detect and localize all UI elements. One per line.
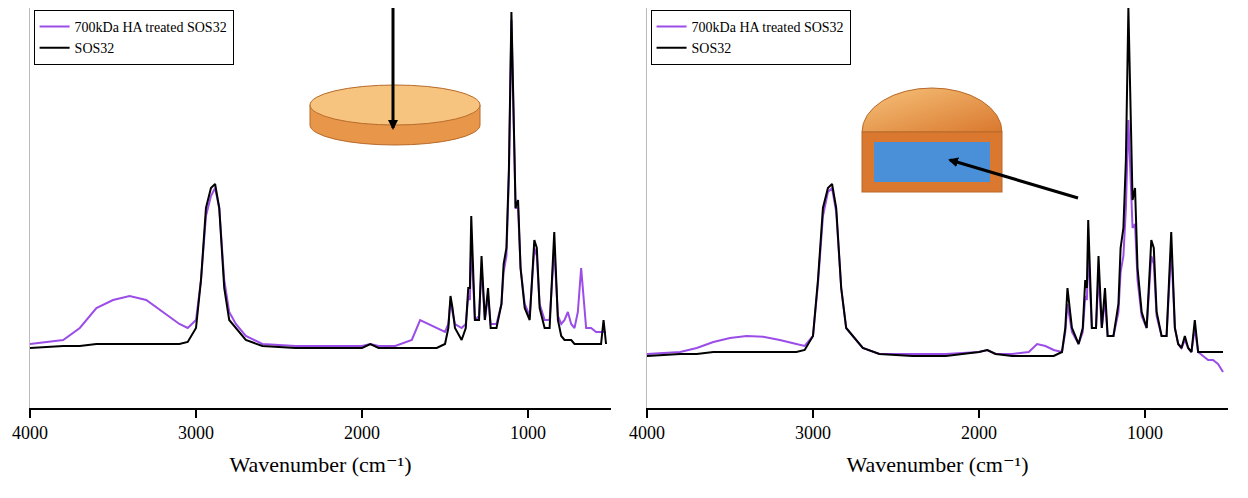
- svg-text:Wavenumber (cm⁻¹): Wavenumber (cm⁻¹): [230, 452, 412, 477]
- svg-text:3000: 3000: [795, 423, 831, 443]
- svg-text:2000: 2000: [961, 423, 997, 443]
- svg-text:4000: 4000: [629, 423, 665, 443]
- svg-text:2000: 2000: [344, 423, 380, 443]
- svg-text:SOS32: SOS32: [75, 41, 115, 56]
- svg-text:1000: 1000: [510, 423, 546, 443]
- svg-text:Wavenumber (cm⁻¹): Wavenumber (cm⁻¹): [846, 452, 1028, 477]
- svg-text:1000: 1000: [1127, 423, 1163, 443]
- svg-text:4000: 4000: [12, 423, 48, 443]
- svg-text:SOS32: SOS32: [692, 41, 732, 56]
- svg-text:3000: 3000: [178, 423, 214, 443]
- svg-text:700kDa HA treated SOS32: 700kDa HA treated SOS32: [75, 20, 227, 35]
- svg-text:700kDa HA treated SOS32: 700kDa HA treated SOS32: [692, 20, 844, 35]
